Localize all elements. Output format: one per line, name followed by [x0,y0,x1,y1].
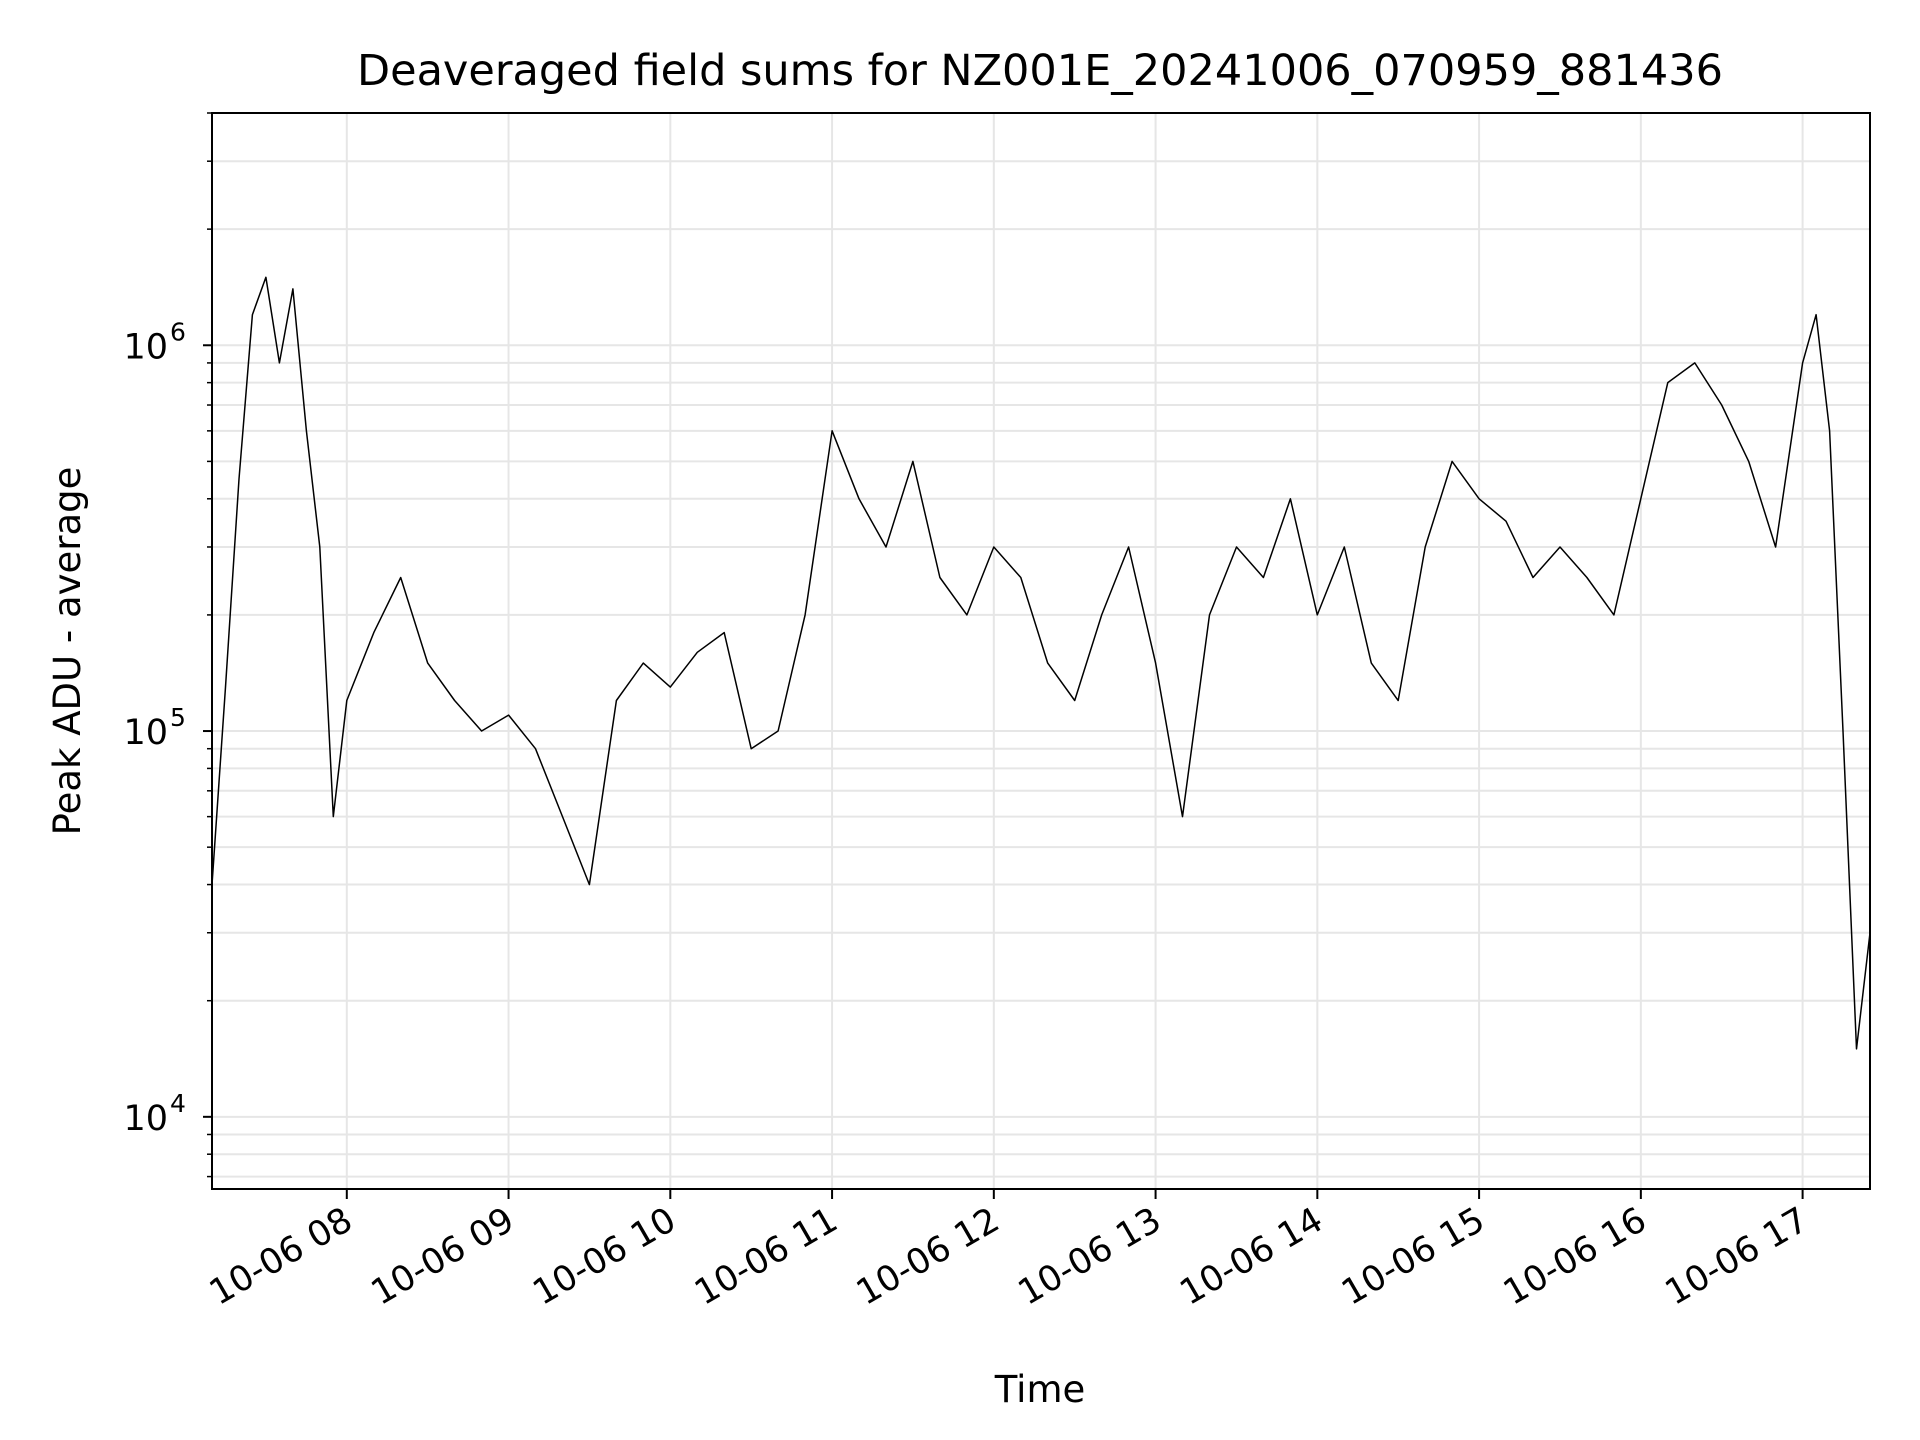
plot-frame [211,112,1871,1190]
chart-title: Deaveraged field sums for NZ001E_2024100… [357,46,1723,96]
y-tick-label: 10 [123,1099,168,1139]
y-axis-label: Peak ADU - average [46,467,89,836]
y-tick-label: 10 [123,713,168,753]
y-tick-label: 10 [123,327,168,367]
series-group [211,276,1871,1050]
x-axis-label: Time [994,1368,1086,1411]
y-tick-exponent: 6 [170,317,186,346]
series-line [211,276,1871,1050]
y-tick-exponent: 4 [170,1089,186,1118]
y-tick-exponent: 5 [170,703,186,732]
